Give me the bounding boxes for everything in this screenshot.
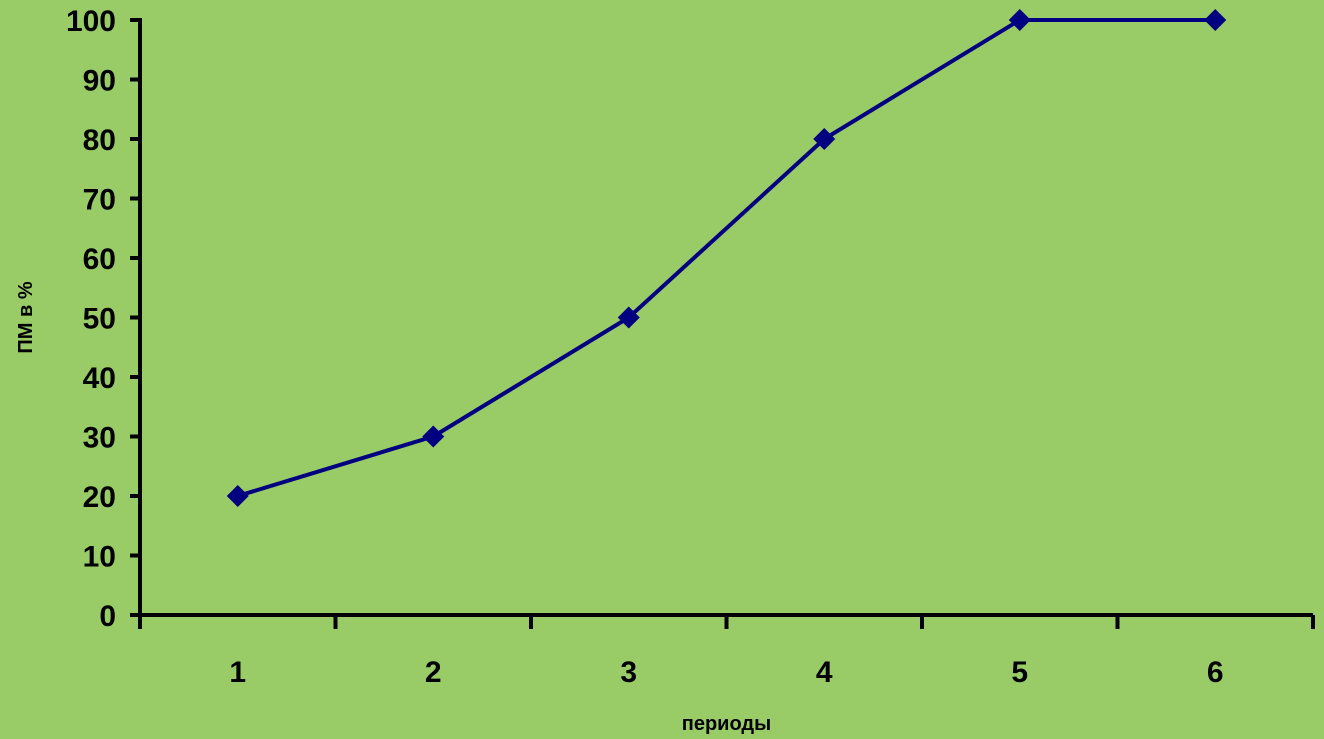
x-axis-ticks: 1 2 3 4 5 6 <box>138 615 1315 689</box>
series-line <box>237 18 1216 498</box>
y-tick-label: 30 <box>83 422 116 455</box>
axes <box>138 18 1313 617</box>
x-tick-label: 4 <box>816 656 833 689</box>
y-tick-label: 90 <box>83 65 116 98</box>
y-tick-label: 50 <box>83 303 116 336</box>
data-point-marker <box>813 128 836 150</box>
data-point-marker <box>226 485 249 507</box>
y-axis-ticks: 0 10 20 30 40 50 60 70 80 90 100 <box>66 5 140 633</box>
y-tick-label: 70 <box>83 184 116 217</box>
x-tick-label: 6 <box>1207 656 1224 689</box>
y-tick-label: 100 <box>66 5 116 38</box>
y-tick-label: 20 <box>83 481 116 514</box>
data-point-marker <box>422 425 445 448</box>
y-tick-label: 40 <box>83 362 116 395</box>
data-point-marker <box>617 306 640 329</box>
x-tick-label: 3 <box>620 656 637 689</box>
y-tick-label: 0 <box>99 600 116 633</box>
y-tick-label: 10 <box>83 541 116 574</box>
x-tick-label: 2 <box>425 656 442 689</box>
data-point-marker <box>1008 9 1031 31</box>
x-tick-label: 1 <box>229 656 246 689</box>
y-axis-title: ПМ в % <box>15 281 37 353</box>
data-point-marker <box>1204 9 1227 31</box>
x-tick-label: 5 <box>1011 656 1028 689</box>
x-axis-title: периоды <box>682 713 771 735</box>
series-group <box>226 9 1227 507</box>
y-tick-label: 60 <box>83 243 116 276</box>
y-tick-label: 80 <box>83 124 116 157</box>
